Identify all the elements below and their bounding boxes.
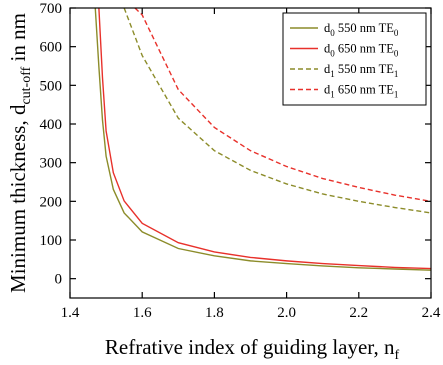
y-axis-title-subscript: cut-off xyxy=(19,66,34,104)
legend-label-d1-650-nm-te1: d1 650 nm TE1 xyxy=(324,83,398,100)
x-tick-label: 2.4 xyxy=(422,305,441,321)
y-axis-title-main: Minimum thickness, d xyxy=(6,104,30,293)
legend-label-d1-550-nm-te1: d1 550 nm TE1 xyxy=(324,62,398,79)
series-layer xyxy=(94,8,431,271)
x-tick-label: 1.6 xyxy=(133,305,152,321)
x-axis-title-subscript: f xyxy=(394,348,399,363)
legend-label-d0-550-nm-te0: d0 550 nm TE0 xyxy=(324,21,399,38)
axis-ticks: 1.4 1.6 1.8 2.0 2.2 2.4 0 100 200 300 400 500 600 700 xyxy=(40,1,441,321)
x-axis-title-main: Refrative index of guiding layer, n xyxy=(105,335,395,359)
series-line-d1-650-nm-te1 xyxy=(134,8,431,203)
x-tick-label: 1.8 xyxy=(205,305,224,321)
legend: d0 550 nm TE0 d0 650 nm TE0 d1 550 nm TE1 d… xyxy=(282,12,427,106)
series-line-d0-650-nm-te0 xyxy=(98,8,431,270)
y-axis-title-tail: in nm xyxy=(6,13,30,67)
y-tick-label: 400 xyxy=(40,117,63,133)
legend-label-d0-650-nm-te0: d0 650 nm TE0 xyxy=(324,42,399,59)
series-line-d0-550-nm-te0 xyxy=(94,8,431,271)
y-tick-label: 600 xyxy=(40,40,63,56)
series-line-d1-550-nm-te1 xyxy=(123,8,431,214)
y-tick-label: 100 xyxy=(40,233,63,249)
y-axis-title: Minimum thickness, dcut-off in nm xyxy=(6,13,34,293)
x-tick-label: 2.2 xyxy=(349,305,368,321)
plot-frame xyxy=(69,7,432,299)
y-tick-label: 500 xyxy=(40,78,63,94)
y-tick-label: 300 xyxy=(40,156,63,172)
x-axis-title: Refrative index of guiding layer, nf xyxy=(105,335,400,363)
x-tick-label: 2.0 xyxy=(277,305,296,321)
y-tick-label: 0 xyxy=(55,272,63,288)
x-tick-label: 1.4 xyxy=(61,305,80,321)
y-tick-label: 200 xyxy=(40,194,63,210)
y-tick-label: 700 xyxy=(40,1,63,17)
